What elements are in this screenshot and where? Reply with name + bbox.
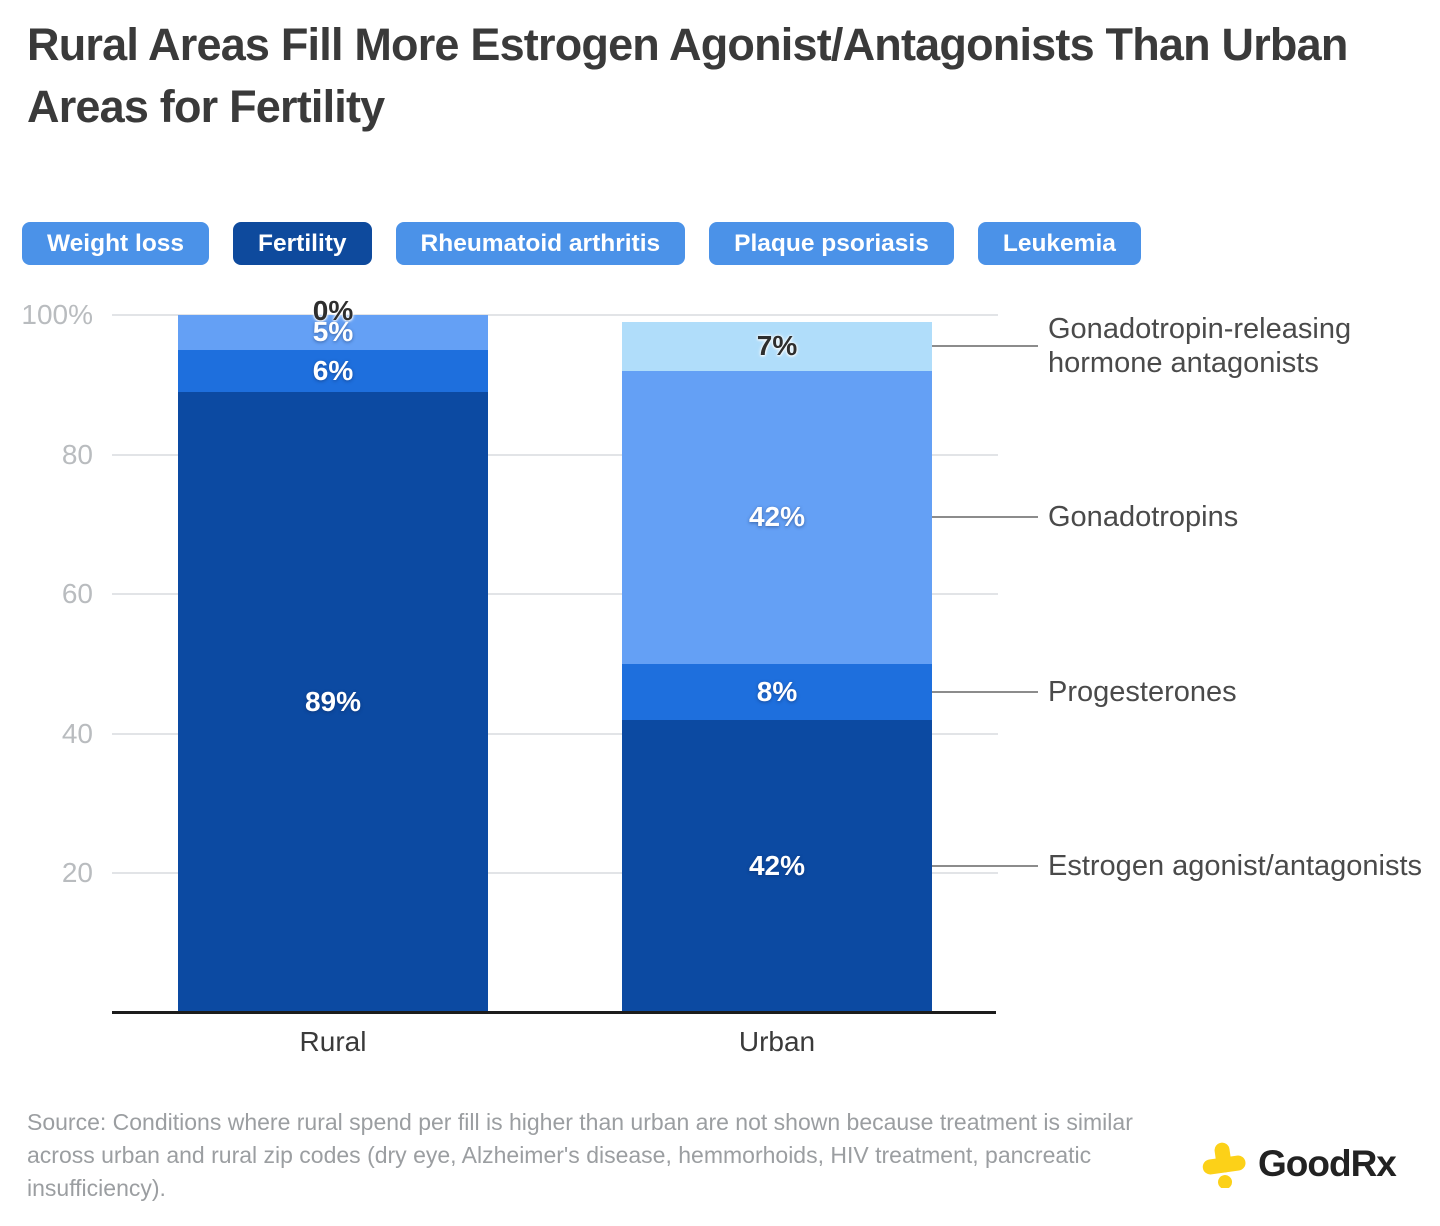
legend-leader-line [932,690,1038,693]
legend-label-estrogen-agonist-antagonists: Estrogen agonist/antagonists [1048,850,1423,883]
goodrx-wordmark: GoodRx [1258,1143,1397,1184]
value-label-urban-gonadotropin-releasing-hormone-antagonists: 7% [756,330,798,362]
source-note: Source: Conditions where rural spend per… [27,1109,1133,1201]
goodrx-logo: GoodRx [1200,1140,1397,1188]
value-label-rural-progesterones: 6% [312,354,354,386]
gridline [112,872,998,875]
value-label-urban-progesterones: 8% [756,675,798,707]
page-title: Rural Areas Fill More Estrogen Agonist/A… [27,19,1348,132]
y-axis-tick-label: 40 [61,717,93,749]
tab-fertility[interactable]: Fertility [233,222,372,265]
legend-leader-line [932,345,1038,348]
gridline [112,593,998,596]
legend-leader-line [932,516,1038,519]
x-axis-line [112,1011,996,1014]
legend-leader-line [932,865,1038,868]
legend-label-gonadotropin-releasing-hormone-antagonists: Gonadotropin-releasing hormone antagonis… [1048,313,1352,380]
value-label-urban-estrogen-agonist-antagonists: 42% [748,850,806,882]
x-axis-label-urban: Urban [738,1026,816,1057]
urban-gonadotropin-releasing-hormone-antagonists-segment [622,321,932,371]
urban-gonadotropins-segment [622,370,932,664]
value-label-rural-gonadotropins: 5% [312,316,354,348]
legend-label-gonadotropins: Gonadotropins [1048,501,1239,534]
condition-tabs: Weight loss Fertility Rheumatoid arthritis… [22,222,1141,265]
y-axis-tick-label: 80 [61,438,93,470]
y-axis-tick-label: 100% [21,299,93,330]
value-label-rural-estrogen-agonist-antagonists: 89% [304,686,362,718]
gridline [112,453,998,456]
urban-estrogen-agonist-antagonists-segment [622,719,932,1013]
tab-plaque-psoriasis[interactable]: Plaque psoriasis [709,222,954,265]
gridline [112,314,998,316]
legend-label-progesterones: Progesterones [1048,675,1237,708]
goodrx-cross-icon [1202,1142,1246,1188]
tab-weight-loss[interactable]: Weight loss [22,222,210,265]
rural-progesterones-segment [178,349,488,392]
value-label-urban-gonadotropins: 42% [748,501,806,533]
y-axis-tick-label: 20 [61,857,93,889]
rural-gonadotropins-segment [178,315,488,350]
gridline [112,732,998,735]
rural-estrogen-agonist-antagonists-segment [178,391,488,1013]
y-axis-tick-label: 60 [61,578,93,610]
tab-rheumatoid-arthritis[interactable]: Rheumatoid arthritis [395,222,686,265]
urban-progesterones-segment [622,664,932,720]
value-label-rural-gonadotropin-releasing-hormone-antagonists: 0% [312,295,354,326]
x-axis-label-rural: Rural [299,1026,367,1057]
tab-leukemia[interactable]: Leukemia [977,222,1141,265]
